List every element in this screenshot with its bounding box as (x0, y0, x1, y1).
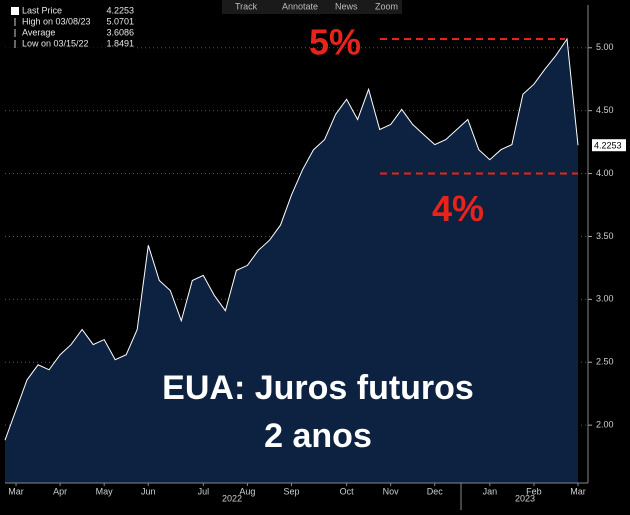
legend-label: Low on 03/15/22 (22, 38, 89, 48)
x-tick-label: Sep (283, 486, 299, 496)
x-tick-label: May (96, 486, 114, 496)
x-tick-label: Nov (383, 486, 400, 496)
y-tick-label: 5.00 (596, 42, 614, 52)
year-label: 2023 (515, 493, 535, 503)
y-tick-label: 3.00 (596, 294, 614, 304)
legend-value: 1.8491 (106, 38, 134, 48)
x-tick-label: Mar (8, 486, 24, 496)
x-tick-label: Jun (141, 486, 156, 496)
y-tick-label: 4.00 (596, 168, 614, 178)
toolbar-button[interactable]: News (335, 1, 358, 11)
chart-title: EUA: Juros futuros (162, 369, 474, 407)
last-price-box (592, 139, 626, 152)
chart-subtitle: 2 anos (264, 417, 372, 455)
reference-label: 5% (309, 21, 361, 62)
x-tick-label: Jul (198, 486, 210, 496)
toolbar-button[interactable]: Zoom (375, 1, 398, 11)
line (4, 37, 579, 441)
toolbar-button[interactable]: Annotate (282, 1, 318, 11)
y-tick-label: 3.50 (596, 231, 614, 241)
legend-box (4, 4, 136, 50)
legend-label: High on 03/08/23 (22, 16, 91, 26)
last-price-label: 4.2253 (594, 141, 622, 151)
legend-label: Average (22, 27, 55, 37)
x-tick-label: Feb (526, 486, 542, 496)
legend-value: 4.2253 (106, 5, 134, 15)
x-tick-label: Jan (483, 486, 498, 496)
legend-label: Last Price (22, 5, 62, 15)
toolbar (222, 0, 402, 14)
x-tick-label: Dec (427, 486, 444, 496)
toolbar-button[interactable]: Track (235, 1, 258, 11)
y-tick-label: 2.00 (596, 420, 614, 430)
x-tick-label: Aug (239, 486, 255, 496)
x-tick-label: Mar (570, 486, 586, 496)
area (5, 39, 578, 483)
x-tick-label: Oct (340, 486, 355, 496)
reference-label: 4% (432, 188, 484, 229)
x-tick-label: Apr (53, 486, 67, 496)
year-label: 2022 (222, 493, 242, 503)
legend-value: 5.0701 (106, 16, 134, 26)
legend-icon (11, 7, 19, 15)
y-tick-label: 4.50 (596, 105, 614, 115)
y-tick-label: 2.50 (596, 357, 614, 367)
legend-value: 3.6086 (106, 27, 134, 37)
